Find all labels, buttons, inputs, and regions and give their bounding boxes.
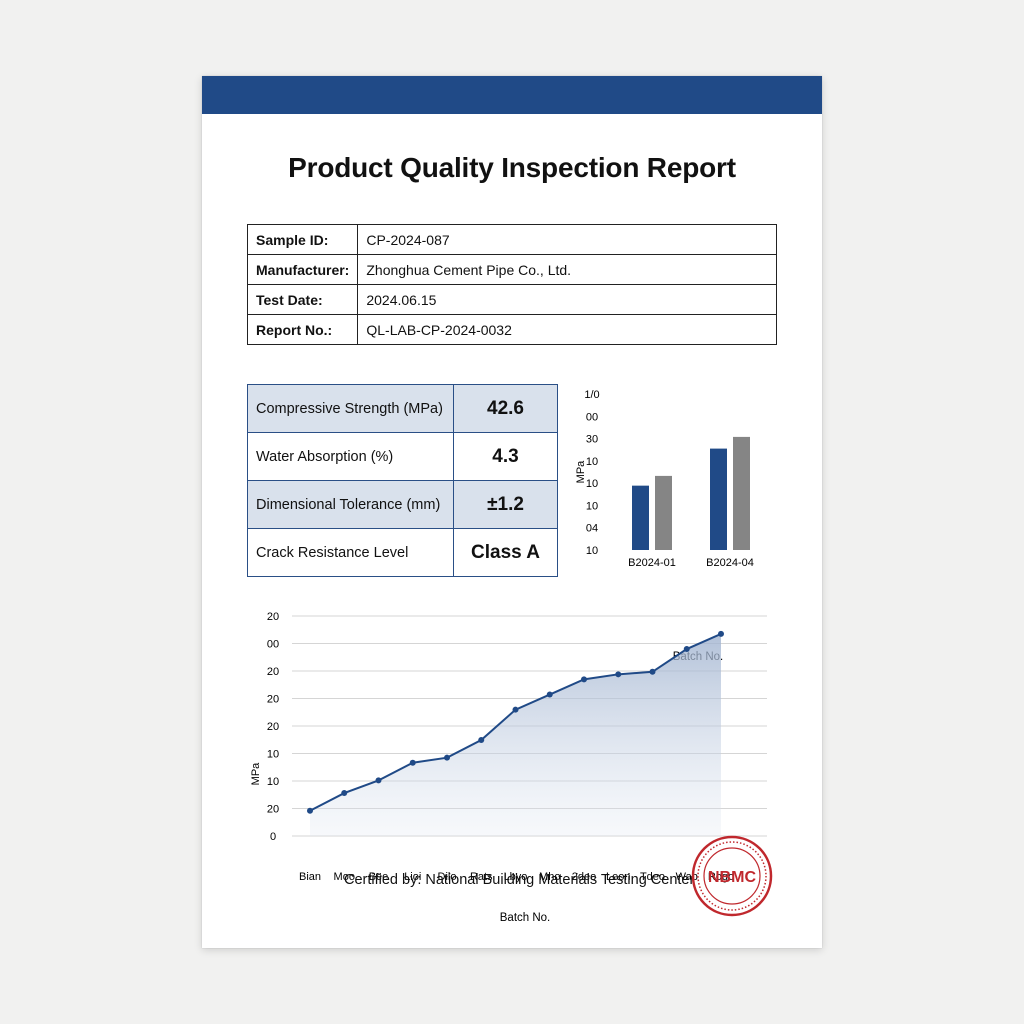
data-point	[478, 737, 485, 743]
data-point	[581, 676, 587, 683]
spec-label: Compressive Strength (MPa)	[247, 384, 454, 433]
spec-value: 4.3	[453, 432, 558, 481]
data-point	[512, 706, 519, 713]
y-tick-label: 10	[586, 500, 598, 512]
table-row: Water Absorption (%) 4.3	[247, 432, 558, 481]
x-tick-label: Bee	[369, 871, 389, 883]
info-label: Sample ID:	[246, 224, 359, 255]
report-page: Product Quality Inspection Report Sample…	[202, 76, 822, 948]
nbmc-seal: NBMC	[691, 835, 773, 917]
x-tick-label: Dilo	[438, 871, 457, 883]
data-point	[683, 646, 690, 653]
data-point	[307, 807, 313, 814]
y-tick-label: 10	[586, 545, 598, 557]
x-tick-label: Lbyo	[504, 871, 528, 883]
info-value: 2024.06.15	[357, 284, 777, 315]
data-point	[444, 754, 450, 761]
y-tick-label: 10	[586, 456, 598, 468]
y-axis-label: MPa	[575, 460, 587, 484]
x-tick-label: Leon	[606, 871, 630, 883]
y-tick-label: 04	[586, 523, 598, 535]
spec-value: 42.6	[453, 384, 558, 433]
y-tick-label: 0	[270, 831, 276, 843]
bar	[733, 436, 750, 550]
y-tick-label: 20	[267, 694, 279, 706]
table-row: Compressive Strength (MPa) 42.6	[247, 384, 558, 433]
spec-label: Water Absorption (%)	[247, 432, 454, 481]
table-row: Test Date: 2024.06.15	[246, 284, 777, 315]
data-point	[341, 790, 348, 797]
info-label: Test Date:	[246, 284, 359, 315]
sample-info-table: Sample ID: CP-2024-087 Manufacturer: Zho…	[246, 224, 777, 345]
batch-bar-chart: MPa Batch No. 1/000301010100410B2024-01B…	[575, 389, 754, 663]
bar	[655, 475, 672, 550]
y-tick-label: 1/0	[584, 389, 599, 401]
data-point	[718, 630, 724, 637]
data-point	[409, 759, 416, 766]
spec-label: Dimensional Tolerance (mm)	[247, 480, 454, 529]
info-value: QL-LAB-CP-2024-0032	[357, 314, 777, 345]
table-row: Manufacturer: Zhonghua Cement Pipe Co., …	[246, 254, 777, 285]
seal-text: NBMC	[708, 869, 756, 886]
x-tick-label: B2024-04	[706, 557, 754, 569]
trend-area-chart: MPa Batch No. 20 00 20 20 20 10 10 20 0 Bian Moo Be…	[250, 611, 767, 924]
x-tick-label: Moo	[334, 871, 355, 883]
table-row: Sample ID: CP-2024-087	[246, 224, 777, 255]
data-point	[649, 668, 656, 675]
x-axis-label: Batch No.	[500, 912, 551, 924]
y-tick-label: 20	[267, 611, 279, 623]
x-tick-label: Rogo	[708, 871, 734, 883]
info-label: Report No.:	[246, 314, 359, 345]
data-point	[615, 671, 622, 678]
x-tick-label: B2024-01	[628, 557, 676, 569]
spec-value: ±1.2	[453, 480, 558, 529]
seal-dotted-ring	[697, 841, 767, 911]
bar	[710, 448, 727, 550]
page-title: Product Quality Inspection Report	[288, 152, 736, 183]
area-fill	[310, 633, 721, 836]
x-tick-label: Tdeo	[640, 871, 665, 883]
y-tick-label: 20	[267, 721, 279, 733]
y-tick-label: 10	[267, 776, 279, 788]
spec-results-table: Compressive Strength (MPa) 42.6 Water Ab…	[247, 384, 558, 577]
x-tick-label: Rats	[470, 871, 493, 883]
y-tick-label: 00	[586, 411, 598, 423]
seal-outer-ring	[691, 835, 773, 917]
seal-inner-ring	[703, 847, 761, 905]
y-tick-label: 30	[586, 434, 598, 446]
x-tick-label: Lioi	[404, 871, 421, 883]
table-row: Dimensional Tolerance (mm) ±1.2	[247, 480, 558, 529]
info-value: CP-2024-087	[357, 224, 777, 255]
y-tick-label: 00	[267, 639, 279, 651]
x-tick-label: Mho	[539, 871, 560, 883]
y-axis-label: MPa	[250, 762, 262, 786]
header-bar	[202, 76, 822, 114]
certification-text: Certified by: National Building Material…	[344, 872, 695, 888]
table-row: Crack Resistance Level Class A	[247, 528, 558, 577]
spec-value: Class A	[453, 528, 558, 577]
y-tick-label: 10	[586, 478, 598, 490]
y-tick-label: 20	[267, 804, 279, 816]
x-tick-label: Bian	[299, 871, 321, 883]
y-tick-label: 20	[267, 666, 279, 678]
bar	[632, 485, 649, 550]
table-row: Report No.: QL-LAB-CP-2024-0032	[246, 314, 777, 345]
x-tick-label: 2deo	[572, 871, 596, 883]
data-point	[546, 691, 553, 698]
info-value: Zhonghua Cement Pipe Co., Ltd.	[357, 254, 777, 285]
data-point	[375, 777, 382, 784]
info-label: Manufacturer:	[246, 254, 359, 285]
spec-label: Crack Resistance Level	[247, 528, 454, 577]
y-tick-label: 10	[267, 749, 279, 761]
